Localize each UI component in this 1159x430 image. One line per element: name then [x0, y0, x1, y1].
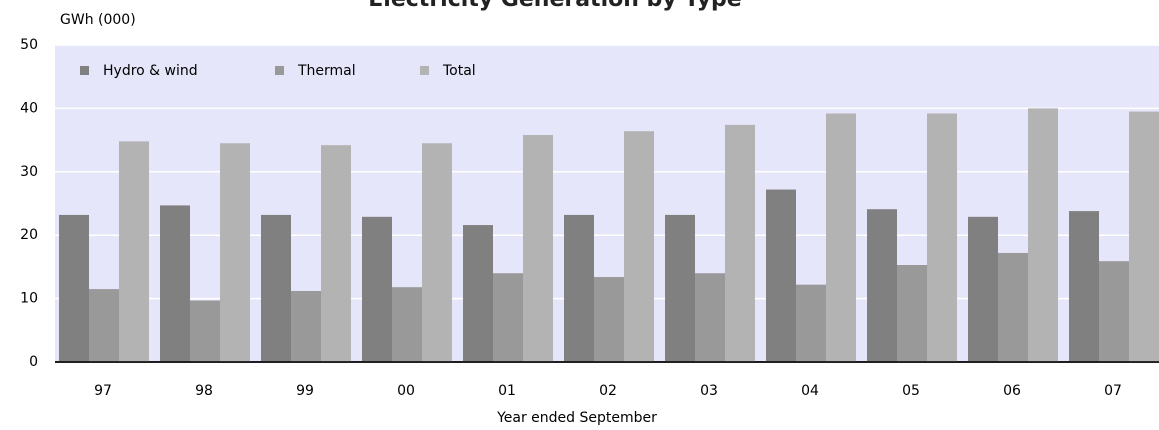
y-tick-label: 30 — [20, 164, 38, 180]
bar — [523, 135, 553, 362]
legend-label: Total — [442, 63, 476, 79]
bar — [291, 290, 321, 362]
y-tick-label: 40 — [20, 100, 38, 116]
bar — [826, 113, 856, 362]
bar — [927, 113, 957, 362]
bar — [867, 209, 897, 362]
x-tick-label: 99 — [296, 383, 314, 399]
bar — [1129, 111, 1159, 362]
bar — [362, 216, 392, 362]
bar — [59, 214, 89, 362]
bar — [695, 273, 725, 362]
x-axis-label: Year ended September — [496, 410, 657, 426]
bar — [422, 143, 452, 362]
y-tick-label: 0 — [29, 354, 38, 370]
x-tick-label: 97 — [94, 383, 112, 399]
x-tick-label: 02 — [599, 383, 617, 399]
bar — [1099, 261, 1129, 362]
y-tick-label: 10 — [20, 291, 38, 307]
legend-swatch — [420, 66, 429, 75]
bar — [624, 131, 654, 362]
bar — [321, 145, 351, 362]
bar — [119, 141, 149, 362]
bar — [89, 289, 119, 362]
y-axis-label: GWh (000) — [60, 12, 136, 28]
bar — [463, 225, 493, 362]
y-tick-label: 50 — [20, 37, 38, 53]
legend-swatch — [275, 66, 284, 75]
x-tick-label: 07 — [1104, 383, 1122, 399]
bar — [594, 277, 624, 362]
x-tick-label: 00 — [397, 383, 415, 399]
x-tick-label: 05 — [902, 383, 920, 399]
bar — [766, 189, 796, 362]
legend-swatch — [80, 66, 89, 75]
bar — [796, 284, 826, 362]
bar — [220, 143, 250, 362]
bar — [493, 273, 523, 362]
bar — [160, 205, 190, 362]
x-tick-label: 06 — [1003, 383, 1021, 399]
bar — [392, 287, 422, 362]
x-tick-label: 01 — [498, 383, 516, 399]
bar — [968, 216, 998, 362]
chart-title: Electricity Generation by Type — [368, 0, 741, 12]
bar — [998, 252, 1028, 362]
x-tick-label: 98 — [195, 383, 213, 399]
bar — [1028, 108, 1058, 363]
bar — [897, 264, 927, 362]
bar — [725, 124, 755, 362]
bar — [190, 300, 220, 362]
bar — [1069, 211, 1099, 362]
bar — [665, 214, 695, 362]
legend-label: Thermal — [297, 63, 356, 79]
x-tick-label: 04 — [801, 383, 819, 399]
y-tick-label: 20 — [20, 227, 38, 243]
x-tick-label: 03 — [700, 383, 718, 399]
bar — [261, 214, 291, 362]
legend-label: Hydro & wind — [103, 63, 198, 79]
bar — [564, 214, 594, 362]
